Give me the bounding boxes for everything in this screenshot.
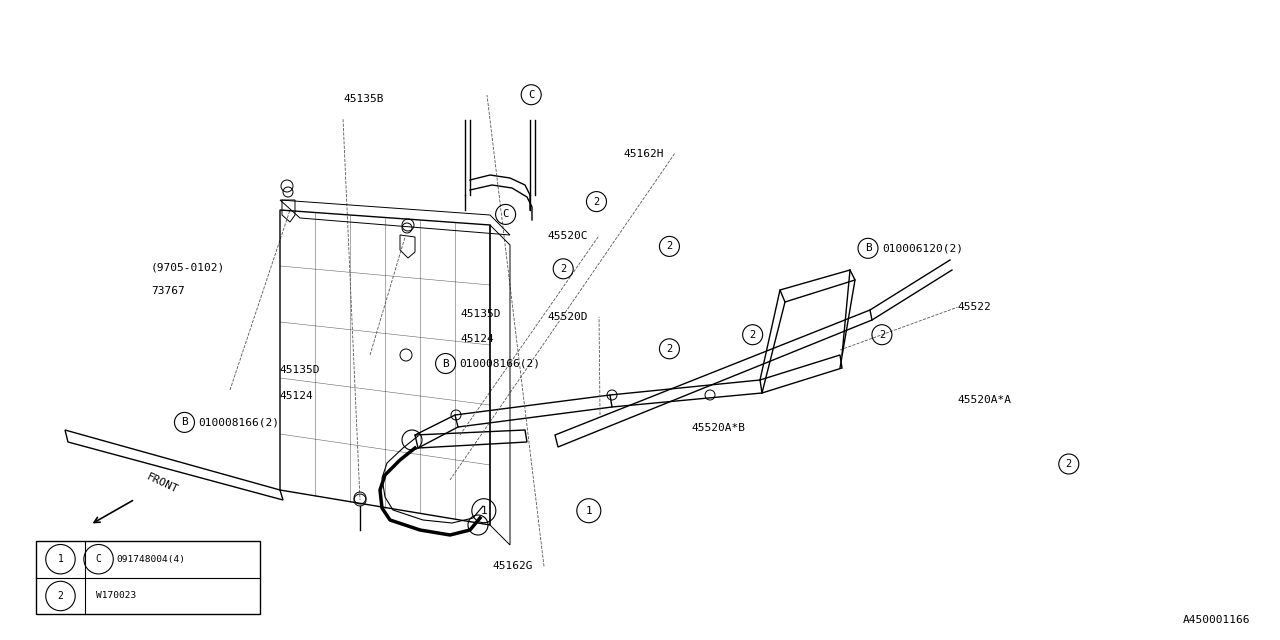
Text: 2: 2 <box>561 264 566 274</box>
Text: FRONT: FRONT <box>145 472 179 495</box>
Text: 45135D: 45135D <box>279 365 320 375</box>
Text: B: B <box>180 417 188 428</box>
Text: 2: 2 <box>1066 459 1071 469</box>
Text: 1: 1 <box>585 506 593 516</box>
Text: A450001166: A450001166 <box>1183 615 1251 625</box>
Text: C: C <box>529 90 534 100</box>
Text: 2: 2 <box>879 330 884 340</box>
Text: 2: 2 <box>750 330 755 340</box>
Text: C: C <box>96 554 101 564</box>
Text: 45135D: 45135D <box>461 308 502 319</box>
Text: 45124: 45124 <box>461 334 494 344</box>
Text: B: B <box>442 358 449 369</box>
Text: 45162G: 45162G <box>493 561 534 572</box>
Text: 010008166(2): 010008166(2) <box>460 358 540 369</box>
Text: 45124: 45124 <box>279 390 312 401</box>
Text: 1: 1 <box>58 554 64 564</box>
Text: 2: 2 <box>58 591 64 601</box>
Text: 73767: 73767 <box>151 286 184 296</box>
Text: C: C <box>503 209 508 220</box>
Text: 2: 2 <box>667 344 672 354</box>
Text: 45522: 45522 <box>957 302 991 312</box>
Text: 45520C: 45520C <box>548 230 589 241</box>
Text: 010006120(2): 010006120(2) <box>882 243 963 253</box>
Text: 45520A*A: 45520A*A <box>957 395 1011 405</box>
Text: B: B <box>864 243 872 253</box>
Text: 45520A*B: 45520A*B <box>691 422 745 433</box>
Text: 45520D: 45520D <box>548 312 589 322</box>
Text: 091748004(4): 091748004(4) <box>116 555 186 564</box>
Text: 45162H: 45162H <box>623 148 664 159</box>
Text: 45135B: 45135B <box>343 94 384 104</box>
Bar <box>36 541 260 614</box>
Text: W170023: W170023 <box>96 591 137 600</box>
Text: 2: 2 <box>667 241 672 252</box>
Text: 010008166(2): 010008166(2) <box>198 417 279 428</box>
Text: 1: 1 <box>480 506 488 516</box>
Text: (9705-0102): (9705-0102) <box>151 262 225 273</box>
Text: 2: 2 <box>594 196 599 207</box>
